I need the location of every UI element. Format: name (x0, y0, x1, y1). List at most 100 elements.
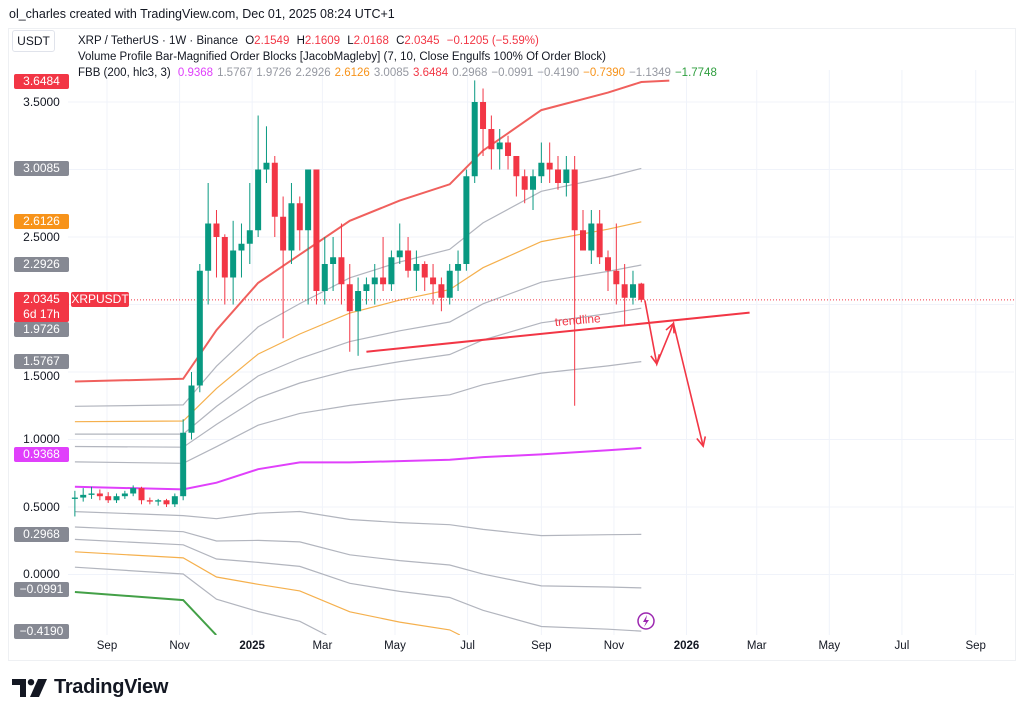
candle-body (380, 277, 387, 285)
symbol-price-tag: XRPUSDT (71, 292, 129, 308)
time-tick-label: 2026 (673, 640, 700, 652)
price-tick-label: 1.5000 (23, 369, 60, 384)
candle-body (430, 277, 437, 285)
candle-body (296, 203, 303, 231)
candle-body (629, 284, 636, 298)
price-badge: −0.0991 (14, 582, 69, 597)
time-tick-label: May (384, 640, 406, 652)
price-badge: 3.6484 (14, 74, 69, 90)
candle-body (80, 494, 87, 498)
fbb-value: 1.5767 (217, 67, 253, 79)
tradingview-logo[interactable]: TradingView (12, 676, 168, 699)
candle-body (405, 250, 412, 271)
candle-body (180, 432, 187, 497)
candle-body (238, 243, 245, 251)
fbb-band-line (74, 307, 642, 448)
fbb-band-line (74, 221, 642, 423)
candle-body (271, 162, 278, 217)
price-tick-label: 2.5000 (23, 229, 60, 244)
price-badge: 0.9368 (14, 447, 69, 462)
candle-body (188, 385, 195, 433)
candle-body (371, 277, 378, 285)
candle-body (313, 169, 320, 291)
candle-body (355, 291, 362, 312)
candle-body (171, 496, 178, 505)
time-tick-label: Sep (531, 640, 552, 652)
price-badge: 1.9726 (14, 322, 69, 338)
indicator-legend-volume-profile[interactable]: Volume Profile Bar-Magnified Order Block… (78, 51, 606, 63)
candle-body (596, 223, 603, 258)
time-tick-label: Mar (312, 640, 333, 652)
fbb-values: 0.9368 1.5767 1.9726 2.2926 2.6126 3.0085 3.64… (178, 67, 721, 79)
symbol-legend-row[interactable]: XRP / TetherUS · 1W · Binance O2.1549 H2… (78, 33, 725, 49)
low-label: L (347, 35, 354, 47)
candle-body (138, 488, 145, 501)
fbb-band-line (74, 551, 461, 635)
close-value: 2.0345 (404, 35, 440, 47)
indicator-legend-fbb[interactable]: FBB (200, hlc3, 3) 0.9368 1.5767 1.9726 2.2… (78, 65, 725, 81)
fbb-value: −0.7390 (583, 67, 626, 79)
candle-body (555, 169, 562, 183)
fbb-band-line (74, 526, 642, 589)
time-tick-label: Nov (169, 640, 190, 652)
symbol-title: XRP / TetherUS · 1W · Binance (78, 35, 239, 47)
price-tick-label: 3.5000 (23, 94, 60, 109)
candle-body (163, 500, 170, 505)
price-tick-label: 1.0000 (23, 432, 60, 446)
fbb-title: FBB (200, hlc3, 3) (78, 67, 171, 79)
time-tick-label: 2025 (239, 640, 265, 652)
candle-body (571, 169, 578, 231)
candle-body (255, 169, 262, 231)
high-value: 2.1609 (304, 35, 341, 47)
candle-body (213, 223, 220, 237)
price-badge: 2.2926 (14, 257, 69, 273)
candle-body (363, 284, 370, 291)
chart-frame (8, 28, 1016, 661)
fbb-value: 3.6484 (413, 67, 449, 79)
time-tick-label: Sep (96, 640, 118, 652)
logo-text: TradingView (54, 676, 169, 698)
candle-body (88, 493, 95, 495)
fbb-value: 3.0085 (373, 67, 410, 79)
candle-body (546, 162, 553, 170)
plot-area: trendline (68, 70, 1014, 635)
fbb-band-line (74, 79, 670, 383)
candle-body (613, 270, 620, 285)
price-badge: 1.5767 (14, 354, 69, 370)
tradingview-logo-icon (12, 678, 47, 697)
candle-body (513, 156, 520, 177)
candle-body (321, 264, 328, 291)
arrow-head (650, 354, 661, 366)
chart-credit: ol_charles created with TradingView.com,… (9, 7, 395, 21)
candle-body (146, 500, 153, 502)
candle-body (305, 169, 312, 231)
candle-body (288, 203, 295, 251)
candle-body (121, 493, 128, 497)
candle-body (446, 270, 453, 298)
candle-body (455, 264, 462, 271)
fbb-value: 2.2926 (295, 67, 331, 79)
candle-body (471, 102, 478, 177)
time-tick-label: Jul (894, 640, 910, 652)
candle-body (105, 496, 112, 501)
fbb-value: 1.9726 (256, 67, 292, 79)
candle-body (538, 162, 545, 177)
high-label: H (296, 35, 305, 47)
candle-body (505, 142, 512, 156)
candle-body (621, 284, 628, 298)
candle-body (280, 216, 287, 251)
candle-body (563, 169, 570, 183)
currency-button[interactable]: USDT (12, 30, 55, 52)
candle-body (196, 270, 203, 386)
fbb-band-line (74, 447, 642, 491)
candle-body (230, 250, 237, 278)
fbb-value: −1.7748 (674, 67, 717, 79)
fbb-band-line (74, 361, 642, 464)
open-value: 2.1549 (254, 35, 290, 47)
price-tick-label: 0.5000 (23, 499, 60, 514)
candle-body (530, 176, 537, 190)
price-badge: 2.6126 (14, 214, 69, 230)
candle-body (588, 223, 595, 251)
arrow-head (665, 321, 675, 334)
